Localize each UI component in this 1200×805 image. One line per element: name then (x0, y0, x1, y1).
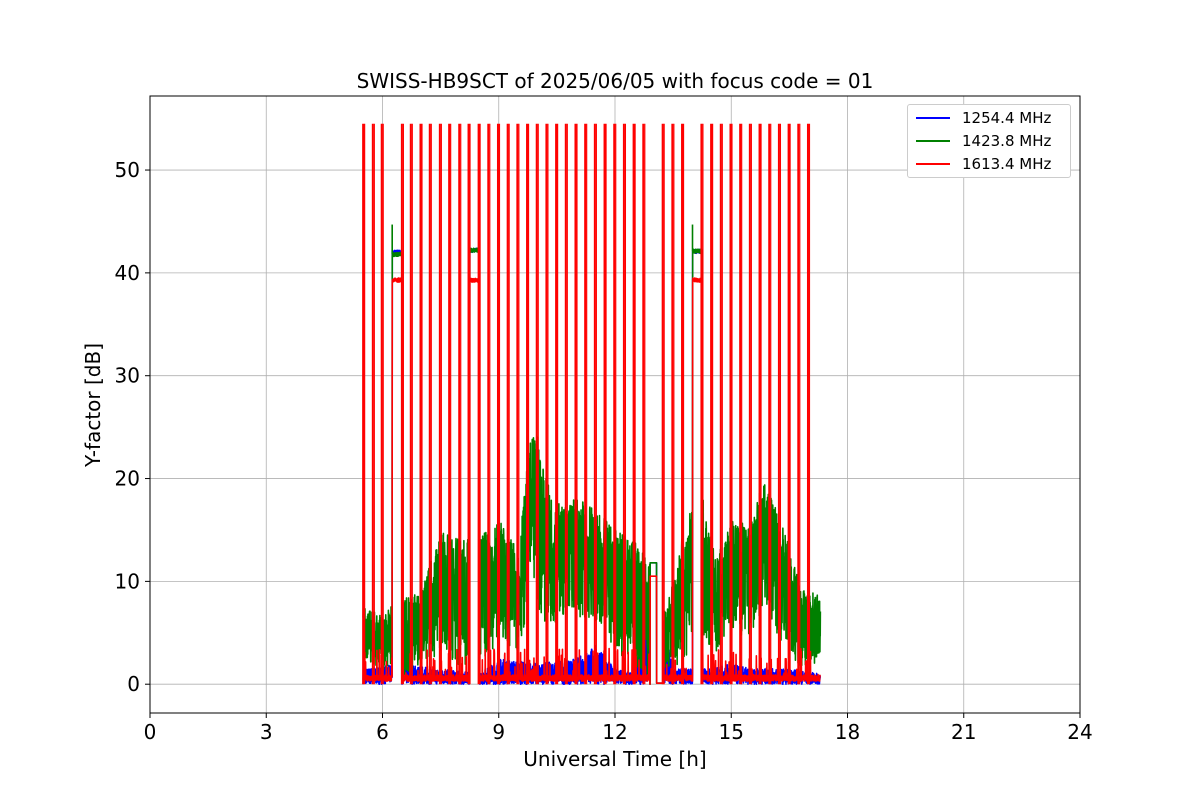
legend: 1254.4 MHz 1423.8 MHz 1613.4 MHz (907, 104, 1071, 178)
legend-swatch-red (916, 163, 950, 165)
x-tick-label: 9 (492, 720, 505, 744)
y-tick-label: 40 (115, 261, 140, 285)
y-tick-label: 30 (115, 364, 140, 388)
y-axis-label: Y-factor [dB] (81, 343, 105, 468)
legend-label-1423: 1423.8 MHz (962, 132, 1052, 150)
data-area (362, 123, 822, 686)
x-axis-label: Universal Time [h] (523, 747, 706, 771)
axis-ticks: 0 3 6 9 12 15 18 21 24 0 10 20 30 40 50 (115, 158, 1093, 744)
legend-item-1613: 1613.4 MHz (916, 153, 1051, 175)
calibration-spikes (362, 123, 811, 685)
x-tick-label: 18 (835, 720, 860, 744)
x-tick-label: 6 (376, 720, 389, 744)
x-tick-label: 12 (602, 720, 627, 744)
plot-frame (149, 95, 1081, 714)
legend-item-1423: 1423.8 MHz (916, 130, 1051, 152)
chart-title: SWISS-HB9SCT of 2025/06/05 with focus co… (357, 69, 874, 93)
y-tick-label: 0 (127, 672, 140, 696)
y-tick-label: 50 (115, 158, 140, 182)
y-tick-label: 20 (115, 467, 140, 491)
legend-label-1613: 1613.4 MHz (962, 155, 1052, 173)
legend-item-1254: 1254.4 MHz (916, 107, 1051, 129)
x-tick-label: 21 (951, 720, 976, 744)
x-tick-label: 3 (260, 720, 273, 744)
legend-label-1254: 1254.4 MHz (962, 109, 1052, 127)
x-tick-label: 0 (144, 720, 157, 744)
legend-swatch-green (916, 140, 950, 142)
x-tick-label: 24 (1067, 720, 1092, 744)
x-tick-label: 15 (719, 720, 744, 744)
legend-swatch-blue (916, 117, 950, 119)
y-tick-label: 10 (115, 569, 140, 593)
